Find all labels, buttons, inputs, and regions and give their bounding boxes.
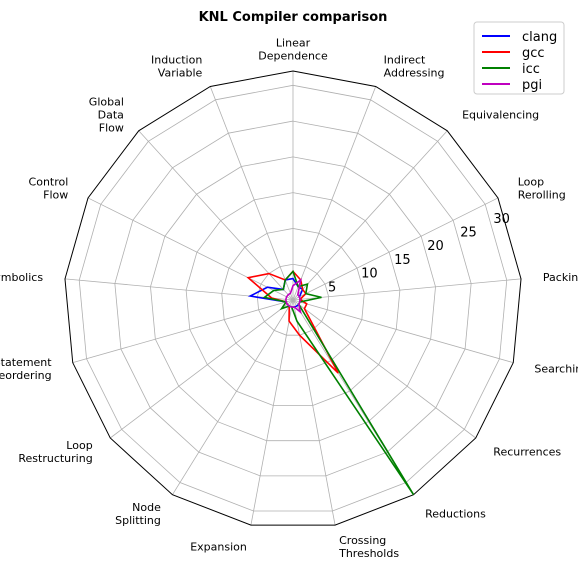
category-labels: Linear Dependence Indirect Addressing Equiva… [0, 37, 578, 561]
outer-frame [64, 70, 522, 526]
category-label: StatementReordering [0, 356, 52, 382]
category-label: Node Splitting [115, 501, 161, 527]
category-label: Expansion [190, 541, 247, 554]
grid-spoke [292, 197, 499, 301]
chart-title: KNL Compiler comparison [199, 10, 388, 25]
category-label: Indirect Addressing [384, 53, 445, 79]
grid-spoke [250, 299, 294, 526]
category-label: Induction Variable [151, 53, 203, 79]
legend-label-clang: clang [522, 30, 557, 45]
grid-spoke [138, 130, 294, 301]
category-label: Loop Restructuring [18, 439, 92, 465]
grid-spoke [292, 278, 522, 301]
grid-ring [78, 84, 508, 512]
legend-label-icc: icc [522, 62, 540, 77]
series-line-icc [262, 269, 415, 496]
grid-ring [114, 120, 472, 477]
grid-ring [221, 228, 365, 371]
series-lines [246, 269, 415, 496]
category-label: Reductions [425, 507, 486, 520]
category-label: Linear Dependence [258, 37, 328, 63]
grid-ring [256, 263, 330, 336]
radial-tick-label: 30 [493, 212, 510, 227]
grid-spoke [209, 86, 294, 301]
radial-tick-label: 15 [394, 253, 411, 268]
radial-tick-labels: 5 10 15 20 25 30 [328, 212, 510, 295]
legend-label-gcc: gcc [522, 46, 545, 61]
grid-spoke [172, 299, 294, 495]
category-label: Control Flow [29, 176, 69, 202]
grid-spoke [87, 197, 294, 301]
grid-spoke [110, 299, 294, 439]
grid-spoke [292, 130, 448, 301]
legend-box [473, 21, 565, 95]
grid-spoke [292, 86, 377, 301]
category-label: Packing [543, 271, 578, 284]
category-label: Recurrences [493, 445, 561, 458]
grid-spoke [292, 299, 514, 364]
grid-ring [185, 192, 401, 406]
grid-spoke [72, 299, 294, 364]
category-label: Symbolics [0, 271, 43, 284]
radial-tick-label: 20 [427, 239, 444, 254]
category-label: Equivalencing [462, 109, 539, 122]
grid-spoke [292, 299, 476, 439]
grid [64, 70, 522, 526]
radial-tick-label: 25 [460, 226, 477, 241]
category-label: Global Data Flow [89, 96, 124, 135]
category-label: Searching [534, 363, 578, 376]
series-line-pgi [285, 278, 302, 315]
radial-tick-label: 5 [328, 280, 336, 295]
grid-ring [150, 156, 436, 442]
legend-label-pgi: pgi [522, 78, 542, 93]
category-label: Crossing Thresholds [338, 534, 399, 560]
radial-tick-label: 10 [361, 267, 378, 282]
category-label: Loop Rerolling [518, 176, 566, 202]
grid-spoke [292, 299, 336, 526]
